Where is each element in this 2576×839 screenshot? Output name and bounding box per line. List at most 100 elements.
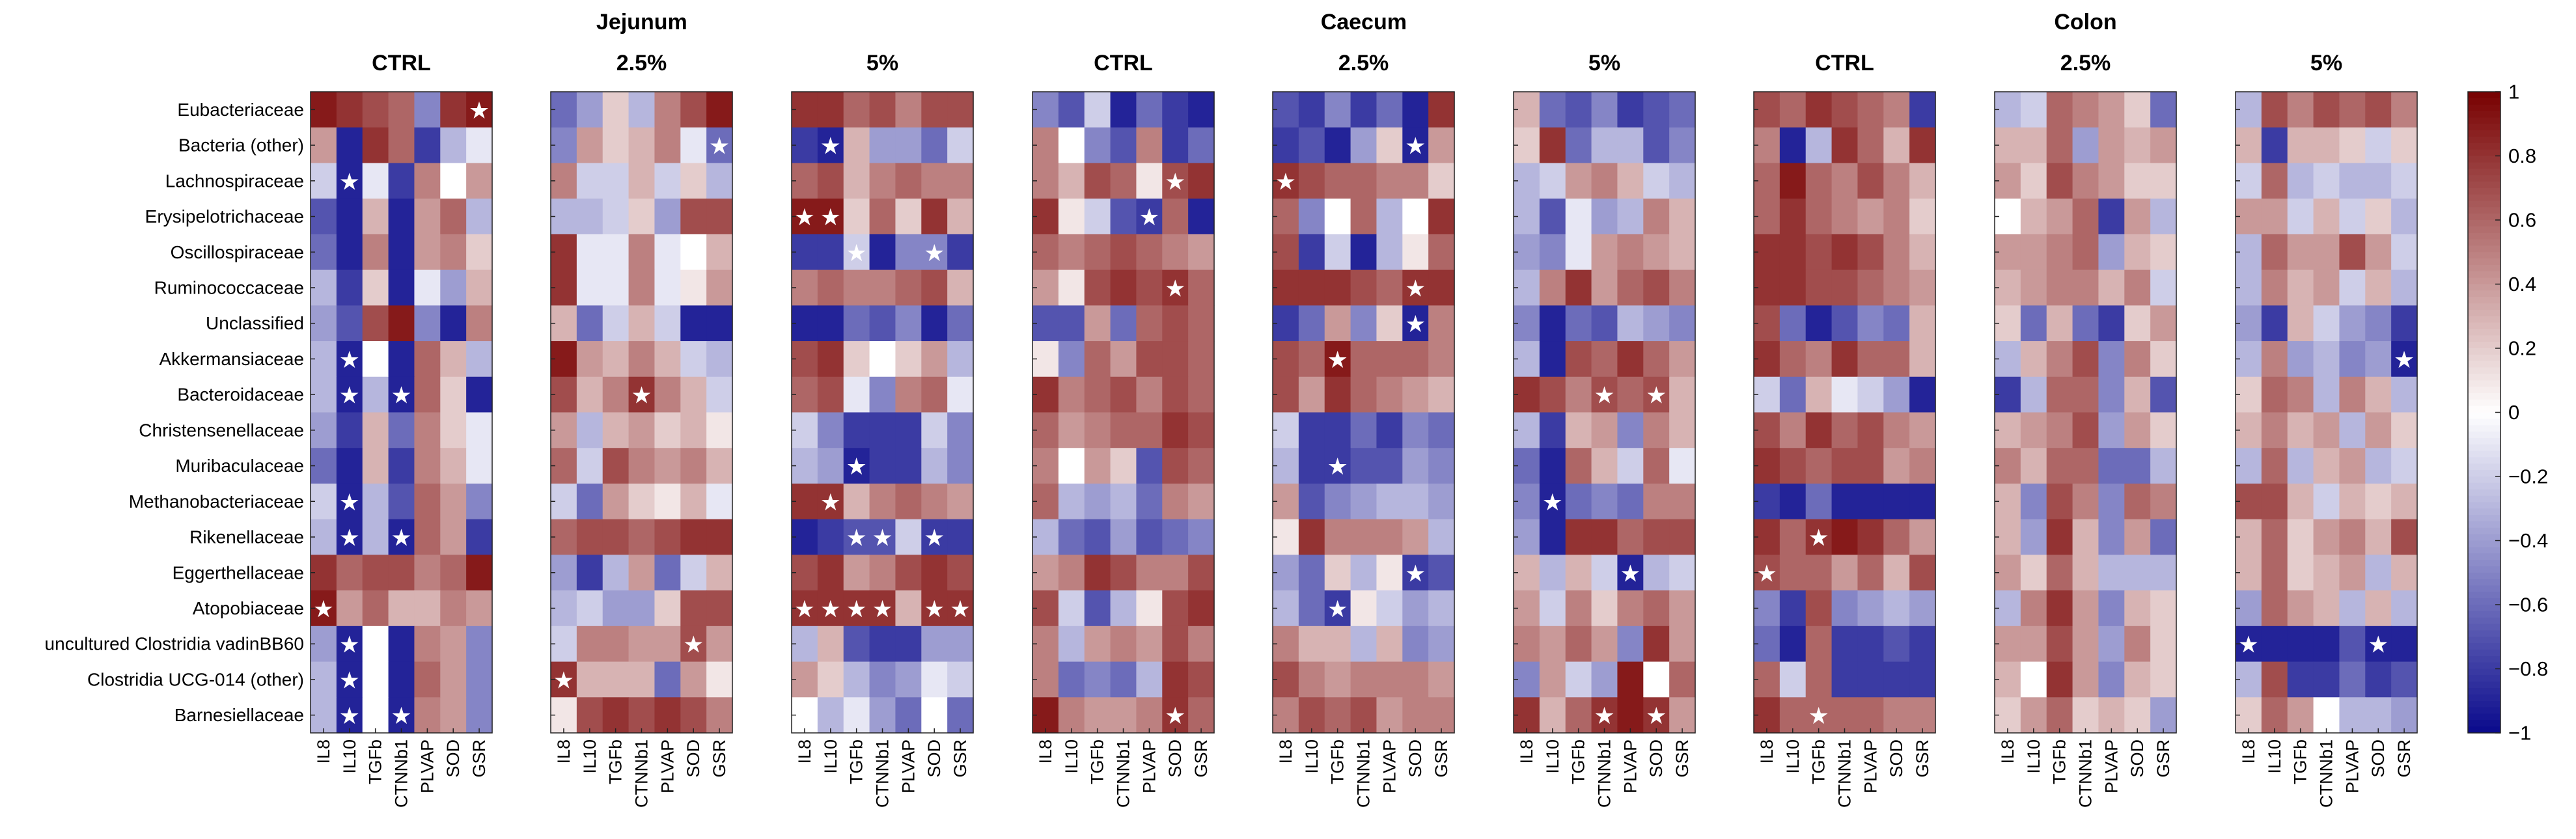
heatmap-cell [388, 519, 415, 555]
heatmap-cell [706, 199, 733, 235]
heatmap-cell [2098, 626, 2125, 663]
heatmap-cell [869, 661, 896, 698]
heatmap-cell [2150, 92, 2177, 128]
significance-star: ★ [820, 133, 841, 159]
heatmap-cell [1350, 376, 1378, 413]
heatmap-cell [1565, 697, 1592, 734]
heatmap-cell [336, 305, 363, 342]
heatmap-cell [1831, 163, 1859, 199]
heatmap-cell [466, 199, 493, 235]
colorbar-segment [2468, 566, 2500, 573]
significance-star: ★ [339, 525, 360, 551]
column-label: CTNNb1 [1354, 739, 1374, 808]
heatmap-cell [2150, 483, 2177, 520]
heatmap-cell [1617, 163, 1644, 199]
heatmap-cell [2150, 697, 2177, 734]
significance-star: ★ [1405, 133, 1426, 159]
heatmap-cell [1376, 412, 1403, 448]
heatmap-cell [654, 555, 681, 591]
heatmap-cell [921, 199, 948, 235]
heatmap-cell [2098, 519, 2125, 555]
heatmap-cell [1376, 483, 1403, 520]
heatmap-cell [706, 448, 733, 484]
heatmap-cell [706, 234, 733, 271]
column-label: PLVAP [1861, 739, 1880, 793]
heatmap-cell [336, 234, 363, 271]
heatmap-cell [817, 341, 844, 378]
heatmap-cell [921, 305, 948, 342]
colorbar-segment [2468, 643, 2500, 650]
significance-star: ★ [1808, 525, 1829, 551]
heatmap-cell [362, 483, 389, 520]
heatmap-cell [817, 555, 844, 591]
heatmap-cell [1402, 519, 1429, 555]
heatmap-cell [654, 269, 681, 306]
heatmap-cell [1350, 555, 1378, 591]
heatmap-cell [2261, 234, 2288, 271]
heatmap-cell [1779, 376, 1807, 413]
heatmap-cell [1591, 412, 1618, 448]
heatmap-cell [1324, 697, 1351, 734]
heatmap-cell [1058, 697, 1085, 734]
colorbar-segment [2468, 354, 2500, 362]
colorbar-segment [2468, 495, 2500, 502]
heatmap-cell [2261, 555, 2288, 591]
column-label: TGFb [1088, 739, 1107, 784]
heatmap-cell [1058, 376, 1085, 413]
heatmap-cell [362, 626, 389, 663]
significance-star: ★ [1139, 204, 1159, 230]
heatmap-cell [895, 92, 922, 128]
heatmap-cell [1058, 127, 1085, 164]
heatmap-cell [336, 519, 363, 555]
heatmap-cell [1428, 163, 1455, 199]
heatmap-cell [602, 305, 630, 342]
heatmap-cell [1350, 305, 1378, 342]
heatmap-cell [2339, 448, 2366, 484]
panel-title: 5% [2310, 51, 2342, 76]
heatmap-cell [895, 234, 922, 271]
colorbar-segment [2468, 130, 2500, 137]
heatmap-cell [1402, 305, 1429, 342]
heatmap-cell [1162, 519, 1189, 555]
heatmap-cell [1402, 341, 1429, 378]
heatmap-cell [680, 341, 707, 378]
heatmap-cell [1136, 234, 1163, 271]
heatmap-cell [1883, 92, 1910, 128]
heatmap-cell [1565, 269, 1592, 306]
heatmap-cell [1831, 448, 1859, 484]
heatmap-cell [2339, 199, 2366, 235]
heatmap-cell [2124, 412, 2151, 448]
heatmap-cell [2046, 483, 2073, 520]
heatmap-cell [1883, 412, 1910, 448]
heatmap-cell [1669, 92, 1696, 128]
heatmap-cell [602, 661, 630, 698]
heatmap-cell [1805, 305, 1833, 342]
column-label: TGFb [1809, 739, 1829, 784]
heatmap-cell [2339, 661, 2366, 698]
heatmap-cell [388, 92, 415, 128]
heatmap-cell [336, 341, 363, 378]
heatmap-cell [1058, 661, 1085, 698]
heatmap-cell [680, 92, 707, 128]
heatmap-cell [1909, 163, 1936, 199]
heatmap-cell [1617, 199, 1644, 235]
heatmap-cell [706, 519, 733, 555]
heatmap-cell [1350, 341, 1378, 378]
heatmap-cell [1058, 234, 1085, 271]
heatmap-cell [1669, 626, 1696, 663]
heatmap-cell [1857, 376, 1884, 413]
heatmap-cell [440, 519, 467, 555]
heatmap-cell [2391, 626, 2418, 663]
heatmap-cell [2098, 697, 2125, 734]
heatmap-cell [2124, 234, 2151, 271]
heatmap-cell [1376, 376, 1403, 413]
heatmap-cell [1883, 448, 1910, 484]
heatmap-cell [388, 127, 415, 164]
significance-star: ★ [339, 168, 360, 195]
heatmap-cell [1539, 697, 1566, 734]
heatmap-cell [1084, 269, 1111, 306]
heatmap-cell [706, 92, 733, 128]
heatmap-cell [895, 555, 922, 591]
heatmap-cell [1324, 127, 1351, 164]
heatmap-cell [2365, 127, 2392, 164]
